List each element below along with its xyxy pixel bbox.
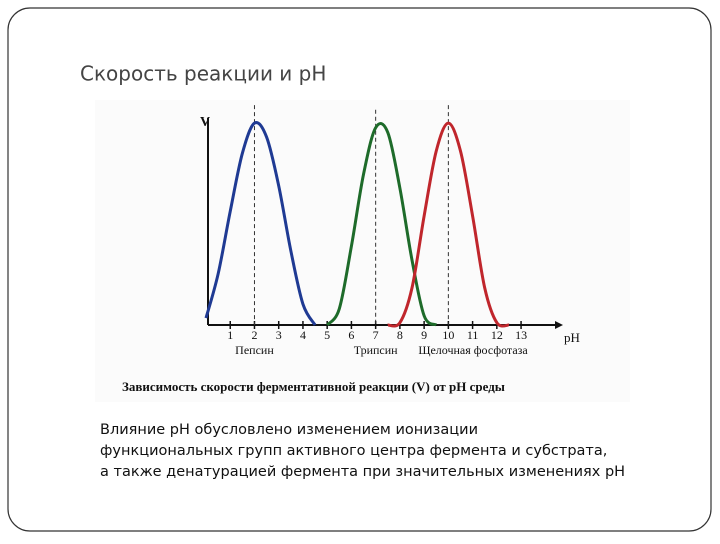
x-tick-label: 2 — [251, 328, 257, 342]
x-tick-label: 12 — [491, 328, 503, 342]
curve — [325, 122, 438, 327]
legend-label: Пепсин — [235, 343, 274, 357]
x-tick-label: 13 — [515, 328, 527, 342]
slide-title: Скорость реакции и pH — [80, 62, 326, 86]
x-tick-label: 9 — [421, 328, 427, 342]
chart-caption: Зависимость скорости ферментативной реак… — [122, 379, 505, 394]
x-axis-arrow — [555, 321, 563, 329]
x-axis-label: pH — [564, 330, 580, 345]
body-line: Влияние pH обусловлено изменением иониза… — [100, 422, 478, 438]
y-axis-label: V — [200, 115, 210, 130]
curve — [204, 121, 317, 326]
curve — [387, 121, 510, 328]
legend-label: Щелочная фосфотаза — [418, 343, 528, 357]
body-line: функциональных групп активного центра фе… — [100, 443, 607, 459]
x-tick-label: 11 — [467, 328, 479, 342]
x-tick-label: 6 — [348, 328, 354, 342]
legend-label: Трипсин — [354, 343, 398, 357]
x-tick-label: 5 — [324, 328, 330, 342]
chart-image-area — [95, 100, 630, 402]
x-tick-label: 10 — [442, 328, 454, 342]
body-line: а также денатурацией фермента при значит… — [100, 464, 625, 480]
x-tick-label: 1 — [227, 328, 233, 342]
body-text: Влияние pH обусловлено изменением иониза… — [100, 422, 625, 480]
x-tick-label: 8 — [397, 328, 403, 342]
x-tick-label: 3 — [276, 328, 282, 342]
x-tick-label: 4 — [300, 328, 306, 342]
x-tick-label: 7 — [373, 328, 379, 342]
